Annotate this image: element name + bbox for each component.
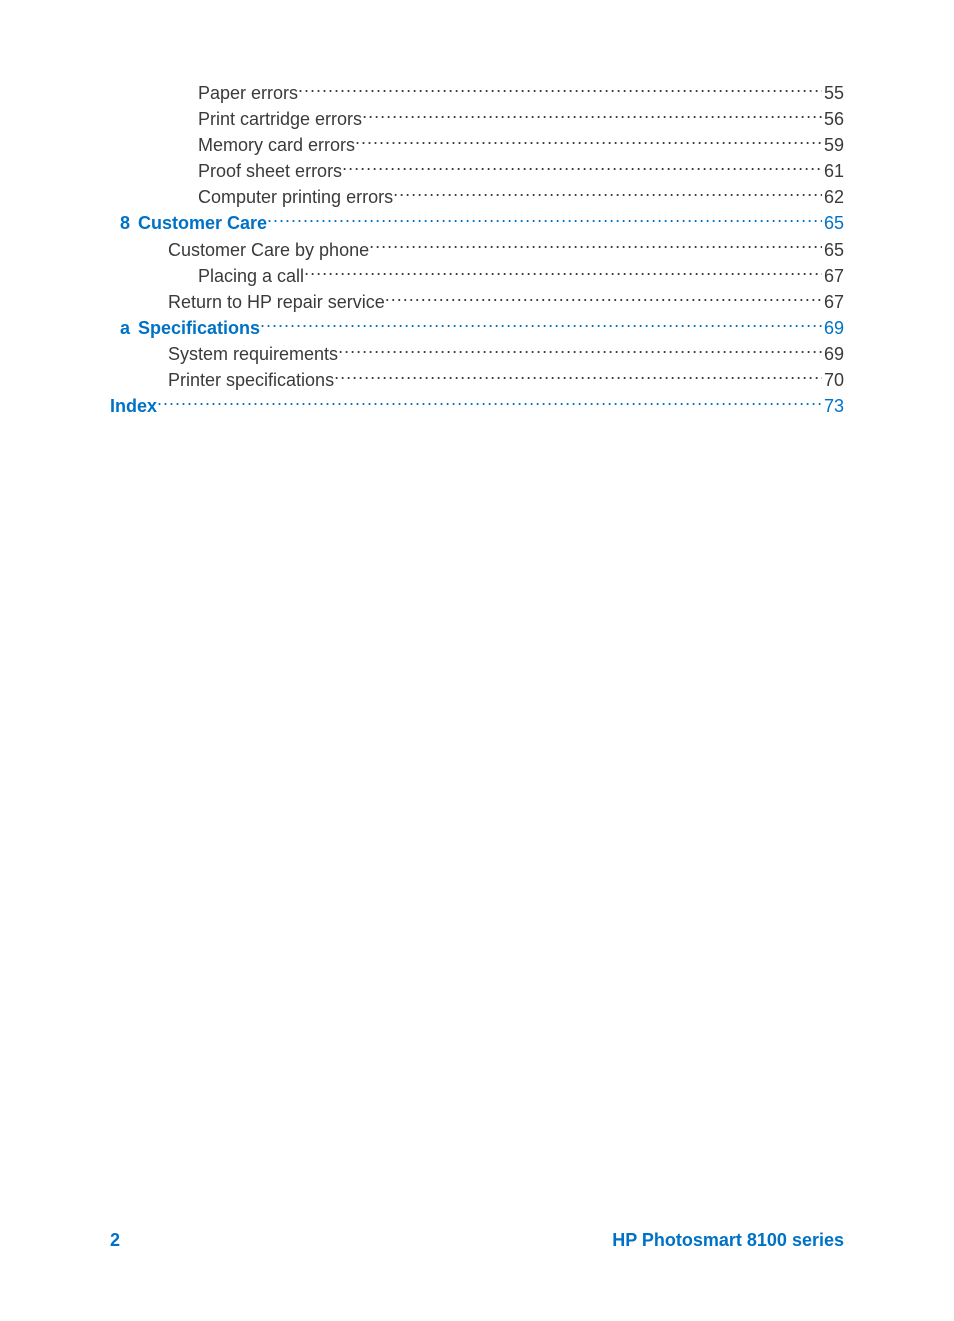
toc-entry: Return to HP repair service 67 xyxy=(110,289,844,315)
footer-product-name: HP Photosmart 8100 series xyxy=(612,1230,844,1251)
toc-entry-label: Return to HP repair service xyxy=(168,289,385,315)
toc-entry-label: Memory card errors xyxy=(198,132,355,158)
toc-entry-label: Computer printing errors xyxy=(198,184,393,210)
toc-entry-page: 69 xyxy=(822,341,844,367)
page-footer: 2 HP Photosmart 8100 series xyxy=(110,1230,844,1251)
toc-entry-page: 56 xyxy=(822,106,844,132)
toc-leader xyxy=(385,290,822,308)
toc-entry-label: Paper errors xyxy=(198,80,298,106)
toc-entry-page: 55 xyxy=(822,80,844,106)
toc-entry-label: System requirements xyxy=(168,341,338,367)
toc-entry[interactable]: aSpecifications 69 xyxy=(110,315,844,341)
toc-entry-label[interactable]: Customer Care xyxy=(138,210,267,236)
toc-entry-label: Printer specifications xyxy=(168,367,334,393)
toc-entry-page: 61 xyxy=(822,158,844,184)
toc-leader xyxy=(298,81,822,99)
toc-entry-page[interactable]: 65 xyxy=(822,210,844,236)
page: Paper errors 55Print cartridge errors 56… xyxy=(0,0,954,1321)
toc-entry-page: 59 xyxy=(822,132,844,158)
toc-entry-page: 67 xyxy=(822,263,844,289)
toc-leader xyxy=(393,185,822,203)
toc-entry-page: 65 xyxy=(822,237,844,263)
toc-entry-label[interactable]: Index xyxy=(110,393,157,419)
toc-leader xyxy=(362,107,822,125)
toc-entry: Placing a call 67 xyxy=(110,263,844,289)
toc-leader xyxy=(304,264,822,282)
footer-page-number: 2 xyxy=(110,1230,120,1251)
toc-leader xyxy=(369,238,822,256)
toc-entry: System requirements 69 xyxy=(110,341,844,367)
toc-leader xyxy=(157,394,822,412)
toc-entry-page: 70 xyxy=(822,367,844,393)
toc-entry[interactable]: 8Customer Care 65 xyxy=(110,210,844,236)
toc-leader xyxy=(267,211,822,229)
toc-entry-page[interactable]: 69 xyxy=(822,315,844,341)
toc-entry: Memory card errors 59 xyxy=(110,132,844,158)
toc-entry: Print cartridge errors 56 xyxy=(110,106,844,132)
toc-leader xyxy=(338,342,822,360)
toc-entry: Computer printing errors 62 xyxy=(110,184,844,210)
toc-leader xyxy=(334,368,822,386)
toc-entry-label: Placing a call xyxy=(198,263,304,289)
toc-entry-page[interactable]: 73 xyxy=(822,393,844,419)
toc-entry[interactable]: Index 73 xyxy=(110,393,844,419)
toc-leader xyxy=(355,133,822,151)
toc-entry-label: Customer Care by phone xyxy=(168,237,369,263)
toc-entry: Proof sheet errors 61 xyxy=(110,158,844,184)
toc-entry-label: Print cartridge errors xyxy=(198,106,362,132)
toc-entry-page: 62 xyxy=(822,184,844,210)
toc-entry: Paper errors 55 xyxy=(110,80,844,106)
toc-entry-number: 8 xyxy=(110,210,138,236)
toc-entry-label: Proof sheet errors xyxy=(198,158,342,184)
toc-leader xyxy=(260,316,822,334)
toc-entry: Printer specifications 70 xyxy=(110,367,844,393)
toc-entry-number: a xyxy=(110,315,138,341)
toc-leader xyxy=(342,159,822,177)
toc-entry-label[interactable]: Specifications xyxy=(138,315,260,341)
toc-entry-page: 67 xyxy=(822,289,844,315)
table-of-contents: Paper errors 55Print cartridge errors 56… xyxy=(110,80,844,419)
toc-entry: Customer Care by phone 65 xyxy=(110,237,844,263)
